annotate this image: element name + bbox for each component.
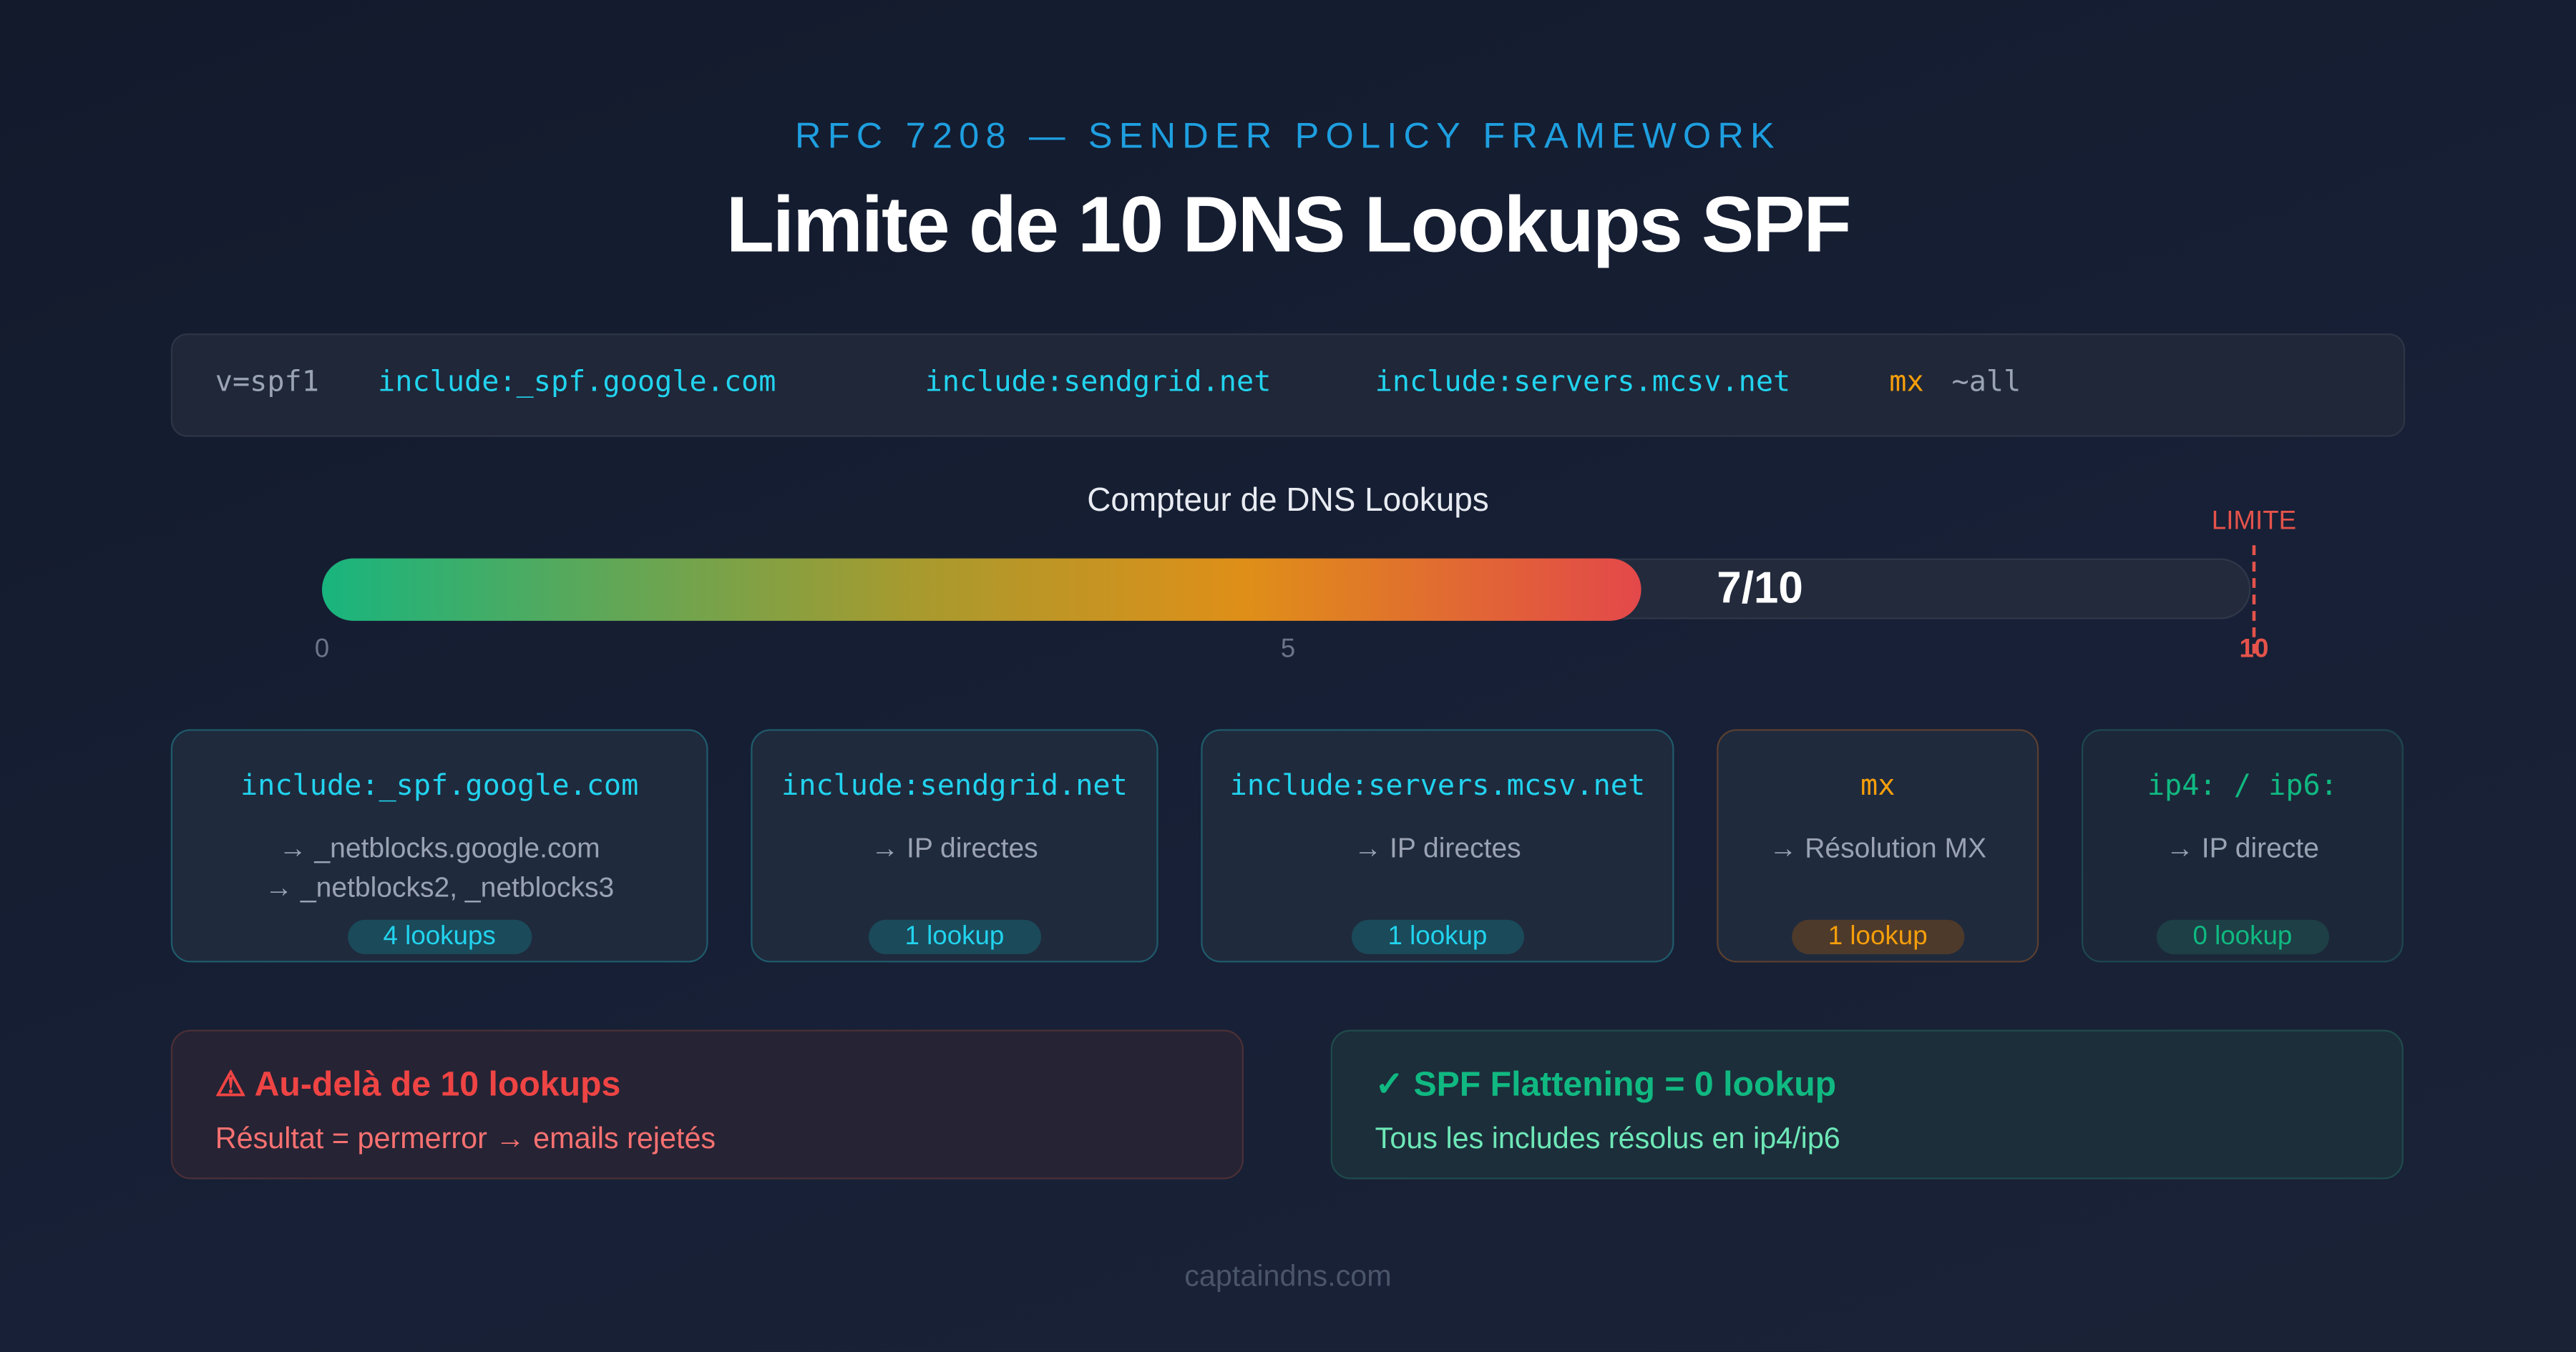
card-mcsv: include:servers.mcsv.net → IP directes 1… [1201, 729, 1674, 963]
card-title: ip4: / ip6: [2147, 770, 2338, 803]
error-alert-text: Résultat = permerror → emails rejetés [215, 1122, 716, 1155]
spf-record-box [170, 333, 2406, 437]
success-alert-text: Tous les includes résolus en ip4/ip6 [1375, 1122, 1840, 1155]
lookup-badge: 1 lookup [1792, 919, 1964, 954]
limit-line [2252, 545, 2256, 654]
tick-0: 0 [314, 635, 330, 664]
card-title: include:_spf.google.com [240, 770, 639, 803]
card-ip: ip4: / ip6: → IP directe 0 lookup [2081, 729, 2404, 963]
spf-token-all: ~all [1951, 366, 2021, 399]
spf-token-version: v=spf1 [215, 366, 319, 399]
error-alert: ⚠ Au-delà de 10 lookups Résultat = perme… [170, 1029, 1244, 1180]
card-line: → _netblocks.google.com [278, 833, 600, 864]
card-line: → IP directe [2165, 833, 2319, 864]
lookup-badge: 4 lookups [347, 919, 532, 954]
spf-token-mx: mx [1889, 366, 1924, 399]
spf-token-include-mcsv: include:servers.mcsv.net [1375, 366, 1791, 399]
spf-token-include-google: include:_spf.google.com [378, 366, 776, 399]
card-line: → IP directes [1354, 833, 1521, 864]
card-line: → Résolution MX [1769, 833, 1987, 864]
card-mx: mx → Résolution MX 1 lookup [1717, 729, 2039, 963]
limit-label: LIMITE [2211, 507, 2297, 536]
card-sendgrid: include:sendgrid.net → IP directes 1 loo… [751, 729, 1158, 963]
success-alert-title: ✓ SPF Flattening = 0 lookup [1375, 1066, 1837, 1104]
tick-5: 5 [1280, 635, 1296, 664]
page-title: Limite de 10 DNS Lookups SPF [726, 182, 1852, 270]
lookup-badge: 0 lookup [2156, 919, 2328, 954]
lookup-badge: 1 lookup [1351, 919, 1523, 954]
progress-fill [321, 558, 1641, 621]
counter-title: Compteur de DNS Lookups [1087, 482, 1489, 519]
lookup-badge: 1 lookup [868, 919, 1040, 954]
card-title: include:servers.mcsv.net [1229, 770, 1646, 803]
success-alert: ✓ SPF Flattening = 0 lookup Tous les inc… [1330, 1029, 2404, 1180]
card-title: include:sendgrid.net [781, 770, 1128, 803]
footer-brand: captaindns.com [1184, 1259, 1392, 1293]
card-line: → IP directes [871, 833, 1038, 864]
counter-value: 7/10 [1717, 563, 1803, 613]
card-google: include:_spf.google.com → _netblocks.goo… [170, 729, 708, 963]
card-line: → _netblocks2, _netblocks3 [265, 872, 615, 903]
error-alert-title: ⚠ Au-delà de 10 lookups [215, 1066, 621, 1104]
card-title: mx [1860, 770, 1896, 803]
tick-10: 10 [2239, 635, 2269, 664]
spf-token-include-sendgrid: include:sendgrid.net [924, 366, 1272, 399]
subtitle: RFC 7208 — SENDER POLICY FRAMEWORK [795, 114, 1781, 157]
